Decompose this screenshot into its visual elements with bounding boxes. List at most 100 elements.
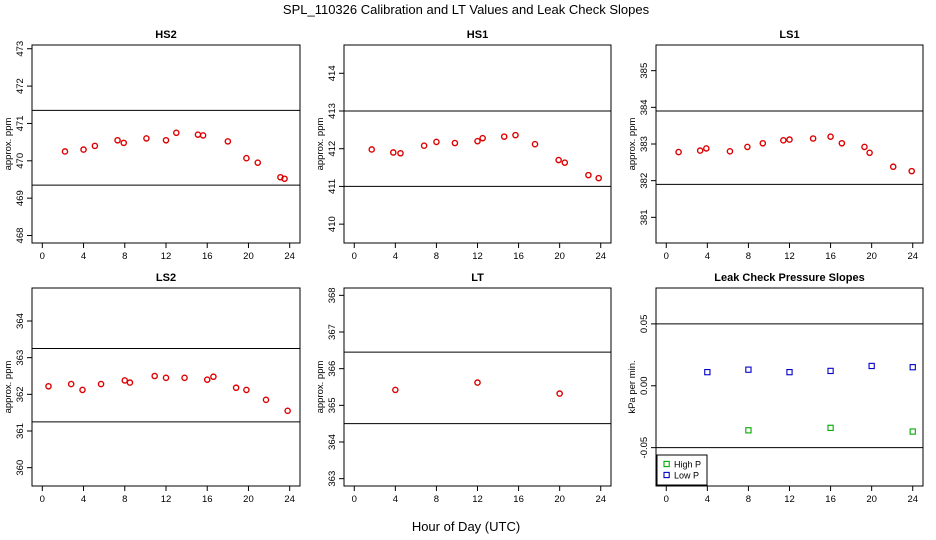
- data-point-hs1-0-2: [397, 149, 404, 157]
- y-tick-label-hs2-0: 468: [15, 228, 26, 244]
- y-tick-label-lt-1: 364: [327, 434, 338, 450]
- y-axis-label-lt: approx. ppm: [315, 361, 326, 414]
- data-point-ls2-0-0: [45, 382, 52, 390]
- x-tick-label-hs2-1: 4: [81, 251, 86, 262]
- x-tick-label-ls1-5: 20: [866, 251, 877, 262]
- y-tick-label-ls1-3: 384: [639, 99, 650, 115]
- data-point-hs1-0-12: [561, 159, 569, 166]
- panel-title-leak: Leak Check Pressure Slopes: [714, 272, 864, 284]
- data-point-hs2-0-11: [243, 154, 250, 162]
- x-tick-label-hs2-6: 24: [284, 251, 295, 262]
- data-point-hs2-0-7: [173, 129, 180, 137]
- data-point-leak-0-2: [909, 428, 916, 435]
- y-tick-label-hs2-3: 471: [15, 116, 26, 132]
- y-axis-label-ls2: approx. ppm: [3, 361, 14, 414]
- data-point-hs2-0-12: [254, 159, 262, 166]
- y-tick-label-lt-5: 368: [327, 287, 338, 303]
- y-tick-label-ls1-1: 382: [639, 173, 650, 189]
- y-axis-label-hs2: approx. ppm: [3, 118, 14, 171]
- y-tick-label-ls2-1: 361: [15, 423, 26, 439]
- x-tick-label-hs1-5: 20: [554, 251, 565, 262]
- panel-hs2: HS2 0 4 8 12 16 20 24 468 469 470 471 472 473 approx. …: [3, 29, 301, 262]
- legend-marker-leak-1: [663, 471, 670, 479]
- data-point-ls1-0-3: [726, 148, 734, 155]
- legend-marker-leak-0: [663, 460, 670, 468]
- data-point-ls2-0-1: [67, 380, 75, 388]
- x-tick-label-ls1-6: 24: [907, 251, 918, 262]
- data-point-ls2-0-10: [210, 373, 217, 381]
- data-point-hs2-0-9: [199, 132, 207, 139]
- x-tick-label-leak-2: 8: [746, 494, 751, 505]
- x-tick-label-leak-0: 0: [664, 494, 669, 505]
- data-point-hs2-0-6: [162, 136, 170, 144]
- data-point-hs1-0-1: [389, 149, 397, 156]
- x-tick-label-leak-6: 24: [907, 494, 918, 505]
- y-tick-label-ls2-4: 364: [15, 313, 26, 329]
- data-point-ls2-0-14: [284, 407, 291, 415]
- data-point-ls1-0-14: [908, 167, 916, 175]
- x-tick-label-hs1-2: 8: [434, 251, 439, 262]
- data-point-hs2-0-0: [61, 148, 69, 155]
- x-tick-label-lt-2: 8: [434, 494, 439, 505]
- data-point-ls2-0-12: [243, 386, 250, 394]
- y-tick-label-hs2-1: 469: [15, 190, 26, 206]
- data-point-hs1-0-10: [531, 140, 539, 148]
- x-tick-label-hs2-5: 20: [243, 251, 254, 262]
- data-point-ls2-0-5: [126, 379, 134, 386]
- x-tick-label-lt-1: 4: [393, 494, 398, 505]
- x-tick-label-leak-5: 20: [866, 494, 877, 505]
- y-tick-label-hs2-4: 472: [15, 78, 26, 94]
- panel-title-hs1: HS1: [467, 29, 488, 41]
- data-point-hs2-0-8: [194, 131, 202, 138]
- data-point-ls2-0-11: [232, 384, 240, 392]
- data-point-ls1-0-8: [809, 135, 817, 142]
- data-point-leak-1-3: [827, 367, 834, 375]
- x-tick-label-ls2-4: 16: [202, 494, 213, 505]
- y-tick-label-lt-2: 365: [327, 397, 338, 413]
- y-tick-label-lt-0: 363: [327, 471, 338, 487]
- data-point-ls2-0-6: [151, 372, 158, 380]
- x-tick-label-lt-3: 12: [472, 494, 483, 505]
- panel-title-hs2: HS2: [155, 29, 176, 41]
- data-point-ls2-0-4: [121, 377, 129, 384]
- data-point-ls1-0-9: [827, 133, 834, 140]
- x-tick-label-lt-0: 0: [352, 494, 357, 505]
- x-tick-label-hs2-3: 12: [161, 251, 172, 262]
- data-point-hs2-0-4: [120, 139, 128, 147]
- plot-frame-ls1: [655, 44, 924, 244]
- x-tick-label-ls2-3: 12: [161, 494, 172, 505]
- y-tick-label-lt-3: 366: [327, 361, 338, 377]
- x-tick-label-ls2-0: 0: [40, 494, 45, 505]
- panel-ls1: LS1 0 4 8 12 16 20 24 381 382 383 384 385 approx. ppm: [627, 29, 924, 262]
- x-tick-label-ls1-2: 8: [746, 251, 751, 262]
- y-tick-label-hs2-2: 470: [15, 153, 26, 169]
- y-tick-label-hs1-2: 412: [327, 141, 338, 157]
- data-point-ls1-0-12: [866, 149, 873, 157]
- x-tick-label-ls2-5: 20: [243, 494, 254, 505]
- y-axis-label-ls1: approx. ppm: [627, 118, 638, 171]
- x-tick-label-ls1-1: 4: [705, 251, 710, 262]
- x-tick-label-ls2-2: 8: [122, 494, 127, 505]
- y-tick-label-ls2-2: 362: [15, 386, 26, 402]
- legend-label-leak-1: Low P: [674, 471, 699, 481]
- data-point-hs2-0-2: [91, 142, 99, 150]
- panel-hs1: HS1 0 4 8 12 16 20 24 410 411 412 413 414 approx. ppm: [315, 29, 612, 262]
- y-tick-label-ls1-2: 383: [639, 136, 650, 152]
- x-tick-label-ls2-6: 24: [284, 494, 295, 505]
- y-tick-label-hs2-5: 473: [15, 41, 26, 57]
- data-point-hs1-0-7: [479, 134, 486, 142]
- y-axis-label-hs1: approx. ppm: [315, 118, 326, 171]
- data-point-leak-1-4: [868, 362, 875, 370]
- data-point-leak-1-5: [909, 364, 916, 371]
- x-tick-label-lt-6: 24: [595, 494, 606, 505]
- data-point-ls1-0-4: [744, 143, 751, 151]
- data-point-hs1-0-3: [420, 142, 428, 149]
- y-tick-label-leak-2: 0.05: [639, 315, 650, 334]
- x-tick-label-ls1-3: 12: [784, 251, 795, 262]
- legend-label-leak-0: High P: [674, 460, 701, 470]
- y-tick-label-ls1-0: 381: [639, 209, 650, 225]
- data-point-hs2-0-10: [224, 138, 232, 145]
- data-point-ls2-0-7: [162, 374, 170, 382]
- data-point-leak-1-1: [745, 366, 752, 373]
